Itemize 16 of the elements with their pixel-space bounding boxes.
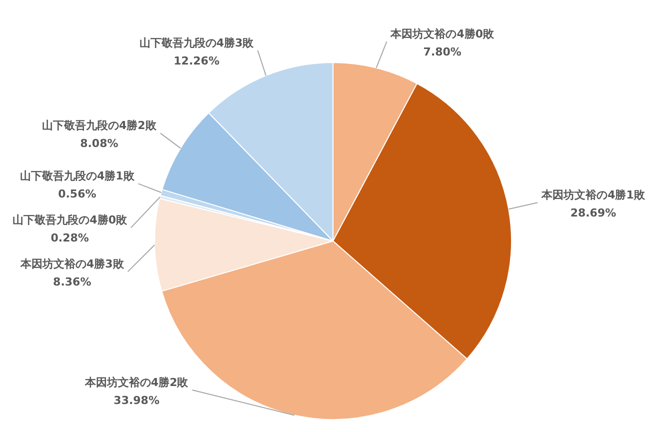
data-label: 7.80%	[423, 45, 462, 58]
slice-label: 本因坊文裕の4勝3敗	[19, 258, 125, 271]
slice-label: 山下敬吾九段の4勝1敗	[20, 170, 136, 183]
slice-label: 山下敬吾九段の4勝3敗	[139, 36, 255, 50]
data-label: 12.26%	[174, 54, 220, 68]
slice-label: 山下敬吾九段の4勝0敗	[12, 214, 128, 227]
data-label: 8.08%	[80, 137, 118, 150]
slice-label: 本因坊文裕の4勝2敗	[84, 376, 190, 389]
data-label: 33.98%	[114, 394, 160, 407]
slice-label: 本因坊文裕の4勝1敗	[540, 188, 646, 202]
data-label: 8.36%	[53, 276, 92, 289]
data-label: 28.69%	[570, 206, 616, 220]
slice-label: 本因坊文裕の4勝0敗	[390, 27, 496, 40]
slice-label: 山下敬吾九段の4勝2敗	[42, 119, 158, 132]
data-label: 0.56%	[58, 188, 96, 201]
data-label: 0.28%	[50, 232, 89, 245]
